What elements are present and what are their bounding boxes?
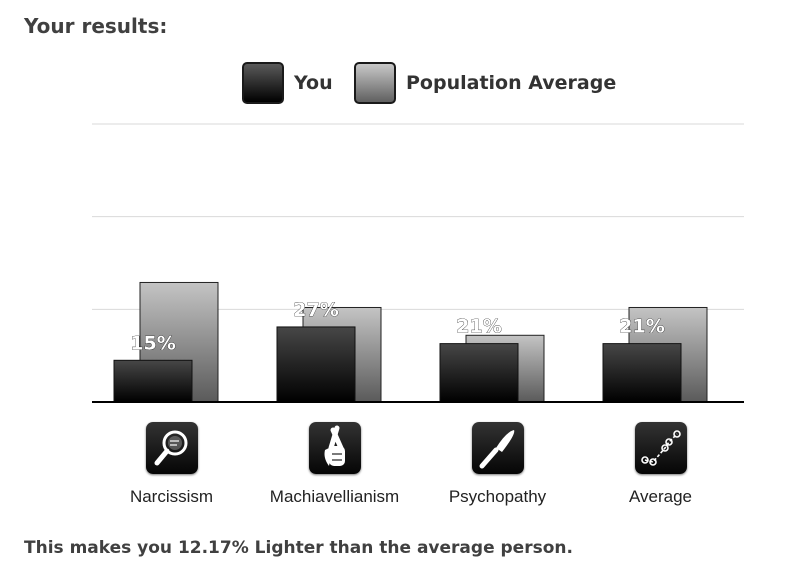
data-label-average: 21% [619, 316, 664, 338]
results-heading: Your results: [24, 14, 168, 38]
bar-you-psychopathy [439, 343, 519, 403]
summary-text: This makes you 12.17% Lighter than the a… [24, 538, 573, 558]
category-label-psychopathy: Psychopathy [449, 487, 547, 506]
category-label-machiavellianism: Machiavellianism [270, 487, 399, 506]
graph-icon [634, 422, 687, 474]
data-label-psychopathy: 21% [456, 316, 501, 338]
category-label-narcissism: Narcissism [130, 487, 213, 506]
data-label-machiavellianism: 27% [293, 299, 338, 321]
magnifier-icon [145, 422, 198, 474]
bar-you-machiavellianism [276, 326, 356, 403]
bar-chart: 15% Narcissism 27% Machiavellianism 21% Psych… [92, 123, 744, 506]
legend-swatch-you [242, 62, 284, 104]
crossed-fingers-icon [308, 422, 361, 474]
legend-swatch-population [354, 62, 396, 104]
bar-you-average [602, 343, 682, 403]
legend-label-you: You [294, 72, 333, 94]
legend-label-population: Population Average [406, 72, 617, 94]
bar-you-narcissism [113, 359, 193, 403]
knife-icon [471, 422, 524, 474]
data-label-narcissism: 15% [130, 332, 175, 354]
category-label-average: Average [629, 487, 692, 506]
